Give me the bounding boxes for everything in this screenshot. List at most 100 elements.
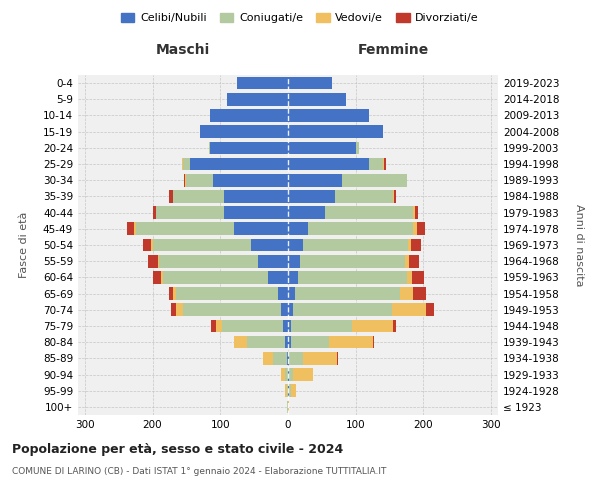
- Bar: [161, 271, 163, 283]
- Bar: [169, 288, 173, 300]
- Bar: [127, 222, 134, 235]
- Bar: [417, 222, 425, 235]
- Bar: [287, 384, 288, 397]
- Bar: [284, 368, 288, 381]
- Bar: [210, 142, 288, 154]
- Bar: [169, 190, 173, 202]
- Bar: [289, 384, 291, 397]
- Bar: [356, 142, 359, 154]
- Text: Anni di nascita: Anni di nascita: [574, 204, 584, 286]
- Bar: [407, 271, 412, 283]
- Bar: [285, 384, 287, 397]
- Bar: [288, 222, 308, 235]
- Bar: [173, 288, 176, 300]
- Bar: [288, 109, 369, 122]
- Bar: [281, 368, 284, 381]
- Bar: [210, 109, 288, 122]
- Bar: [369, 158, 383, 170]
- Bar: [237, 77, 288, 90]
- Bar: [176, 304, 183, 316]
- Bar: [298, 271, 407, 283]
- Bar: [288, 142, 356, 154]
- Bar: [151, 238, 152, 252]
- Bar: [393, 320, 397, 332]
- Bar: [308, 222, 413, 235]
- Bar: [289, 368, 293, 381]
- Bar: [288, 190, 335, 202]
- Bar: [288, 77, 332, 90]
- Bar: [288, 174, 342, 186]
- Bar: [148, 255, 158, 268]
- Bar: [413, 288, 425, 300]
- Bar: [234, 222, 288, 235]
- Bar: [393, 190, 394, 202]
- Text: Fasce di età: Fasce di età: [19, 212, 29, 278]
- Bar: [278, 288, 288, 300]
- Text: Maschi: Maschi: [156, 44, 210, 58]
- Bar: [251, 238, 288, 252]
- Bar: [143, 238, 151, 252]
- Bar: [156, 206, 224, 219]
- Bar: [288, 304, 293, 316]
- Text: Popolazione per età, sesso e stato civile - 2024: Popolazione per età, sesso e stato civil…: [12, 442, 343, 456]
- Bar: [303, 352, 337, 364]
- Bar: [405, 255, 409, 268]
- Bar: [383, 158, 384, 170]
- Bar: [288, 320, 292, 332]
- Text: Femmine: Femmine: [358, 44, 428, 58]
- Bar: [303, 238, 408, 252]
- Bar: [425, 304, 434, 316]
- Bar: [159, 255, 257, 268]
- Bar: [214, 174, 288, 186]
- Bar: [152, 206, 156, 219]
- Bar: [288, 368, 289, 381]
- Bar: [182, 158, 183, 170]
- Bar: [384, 158, 386, 170]
- Bar: [288, 93, 346, 106]
- Bar: [413, 222, 417, 235]
- Bar: [409, 255, 419, 268]
- Bar: [342, 174, 407, 186]
- Bar: [183, 158, 190, 170]
- Bar: [400, 288, 413, 300]
- Bar: [173, 190, 224, 202]
- Bar: [281, 304, 288, 316]
- Text: COMUNE DI LARINO (CB) - Dati ISTAT 1° gennaio 2024 - Elaborazione TUTTITALIA.IT: COMUNE DI LARINO (CB) - Dati ISTAT 1° ge…: [12, 468, 386, 476]
- Bar: [413, 206, 415, 219]
- Bar: [288, 255, 300, 268]
- Bar: [288, 400, 289, 413]
- Bar: [176, 288, 278, 300]
- Legend: Celibi/Nubili, Coniugati/e, Vedovi/e, Divorziati/e: Celibi/Nubili, Coniugati/e, Vedovi/e, Di…: [117, 8, 483, 28]
- Bar: [291, 384, 296, 397]
- Bar: [408, 238, 411, 252]
- Bar: [187, 174, 214, 186]
- Bar: [152, 271, 161, 283]
- Bar: [329, 336, 373, 348]
- Bar: [288, 126, 383, 138]
- Bar: [412, 271, 424, 283]
- Bar: [268, 271, 288, 283]
- Bar: [335, 190, 393, 202]
- Bar: [287, 352, 288, 364]
- Bar: [185, 174, 187, 186]
- Bar: [288, 384, 289, 397]
- Bar: [415, 206, 418, 219]
- Bar: [289, 352, 303, 364]
- Bar: [295, 288, 400, 300]
- Bar: [293, 304, 392, 316]
- Bar: [183, 304, 281, 316]
- Bar: [288, 158, 369, 170]
- Bar: [283, 320, 288, 332]
- Bar: [200, 126, 288, 138]
- Bar: [134, 222, 136, 235]
- Bar: [288, 206, 325, 219]
- Bar: [284, 336, 288, 348]
- Bar: [216, 320, 221, 332]
- Bar: [234, 336, 247, 348]
- Bar: [211, 320, 216, 332]
- Bar: [325, 206, 413, 219]
- Bar: [292, 320, 352, 332]
- Bar: [273, 352, 287, 364]
- Bar: [221, 320, 283, 332]
- Bar: [190, 158, 288, 170]
